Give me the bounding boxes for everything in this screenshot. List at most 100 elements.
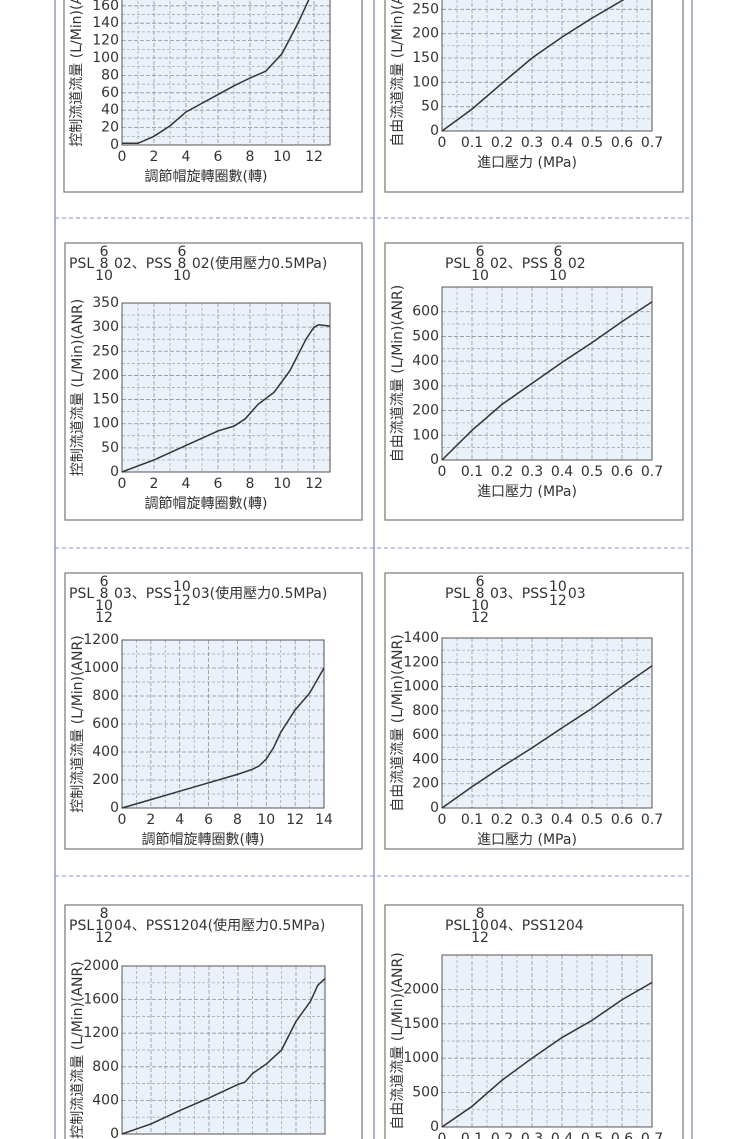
chart: 0 0.1 0.2 0.3 0.4 0.5 0.6 0.7 0 50 100 150 200 250 進口壓… xyxy=(384,0,684,193)
plot-border xyxy=(121,639,325,809)
y-tick-label: 600 xyxy=(92,716,119,732)
x-tick-label: 4 xyxy=(182,149,191,165)
title-stack-digit: 12 xyxy=(95,610,113,626)
y-tick-label: 400 xyxy=(412,751,439,767)
y-tick-label: 0 xyxy=(430,800,439,816)
title-stack-digit: 8 xyxy=(553,256,562,272)
y-tick-label: 60 xyxy=(101,85,119,101)
title-stack-digit: 10 xyxy=(549,579,567,595)
y-tick-label: 800 xyxy=(412,703,439,719)
x-tick-label: 0 xyxy=(118,812,127,828)
x-tick-label: 0.3 xyxy=(521,1131,543,1139)
y-tick-label: 120 xyxy=(92,33,119,49)
y-axis-label: 自由流道流量 (L/Min)(ANR) xyxy=(390,285,406,462)
x-tick-label: 2 xyxy=(150,149,159,165)
x-tick-label: 6 xyxy=(204,812,213,828)
title-stack-digit: 8 xyxy=(476,256,485,272)
y-tick-label: 0 xyxy=(430,1119,439,1135)
x-tick-label: 0.3 xyxy=(521,812,543,828)
y-tick-label: 500 xyxy=(412,1085,439,1101)
chart: 0 2 4 6 8 10 12 14020040060080010001200調節帽旋轉圈數(… xyxy=(64,572,363,850)
curve xyxy=(441,981,653,1128)
plot-border xyxy=(121,302,331,473)
x-tick-label: 8 xyxy=(233,812,242,828)
y-tick-label: 300 xyxy=(92,319,119,335)
x-tick-label: 0.6 xyxy=(611,812,633,828)
x-axis-label: 調節帽旋轉圈數(轉) xyxy=(142,831,265,848)
plot-border xyxy=(121,0,331,146)
title-stack-digit: 12 xyxy=(549,593,567,609)
y-tick-label: 0 xyxy=(430,123,439,139)
y-tick-label: 1600 xyxy=(83,992,119,1008)
x-tick-label: 0.1 xyxy=(461,464,483,480)
title-stack-digit: 10 xyxy=(549,268,567,284)
x-tick-label: 0.5 xyxy=(581,812,603,828)
title-stack-digit: 8 xyxy=(100,906,109,922)
chart-title: PSL xyxy=(445,918,470,934)
title-stack-digit: 8 xyxy=(476,586,485,602)
x-tick-label: 0.4 xyxy=(551,135,573,151)
y-tick-label: 100 xyxy=(412,427,439,443)
y-tick-label: 1000 xyxy=(403,1050,439,1066)
title-stack-digit: 6 xyxy=(553,244,562,260)
curve xyxy=(441,0,625,132)
y-tick-label: 250 xyxy=(412,1,439,17)
x-tick-label: 0.7 xyxy=(641,464,663,480)
y-tick-label: 200 xyxy=(412,26,439,42)
x-tick-label: 0.2 xyxy=(491,135,513,151)
title-stack-digit: 6 xyxy=(100,244,109,260)
x-tick-label: 8 xyxy=(246,476,255,492)
curve xyxy=(122,0,310,145)
plot-area xyxy=(122,303,330,472)
chart-title: 04、PSS1204(使用壓力0.5MPa) xyxy=(114,917,325,934)
x-tick-label: 0 xyxy=(118,476,127,492)
x-tick-label: 10 xyxy=(273,476,291,492)
x-tick-label: 4 xyxy=(182,476,191,492)
x-axis-label: 調節帽旋轉圈數(轉) xyxy=(145,495,268,512)
x-tick-label: 0.7 xyxy=(641,135,663,151)
chart-title: 02、PSS xyxy=(490,256,548,272)
chart: 0 0.1 0.2 0.3 0.4 0.5 0.6 0.7010020030040050060… xyxy=(384,242,684,521)
y-tick-label: 400 xyxy=(92,744,119,760)
title-stack-digit: 6 xyxy=(476,574,485,590)
x-axis-label: 進口壓力 (MPa) xyxy=(477,484,577,500)
chart-title: 02 xyxy=(568,256,586,272)
x-tick-label: 0.4 xyxy=(551,464,573,480)
y-tick-label: 0 xyxy=(110,1126,119,1139)
chart-title: 03(使用壓力0.5MPa) xyxy=(192,585,327,602)
y-tick-label: 200 xyxy=(92,772,119,788)
y-tick-label: 200 xyxy=(92,367,119,383)
y-tick-label: 600 xyxy=(412,304,439,320)
chart-title: PSL xyxy=(445,256,470,272)
title-stack-digit: 10 xyxy=(173,579,191,595)
y-tick-label: 200 xyxy=(412,403,439,419)
y-axis-label: 控制流道流量 (L/Min)(ANR) xyxy=(70,299,86,476)
x-tick-label: 0.1 xyxy=(461,1131,483,1139)
x-tick-label: 0.6 xyxy=(611,135,633,151)
y-tick-label: 160 xyxy=(92,0,119,14)
y-tick-label: 400 xyxy=(412,353,439,369)
x-tick-label: 8 xyxy=(246,149,255,165)
x-tick-label: 2 xyxy=(150,476,159,492)
x-tick-label: 0.7 xyxy=(641,1131,663,1139)
y-tick-label: 50 xyxy=(421,99,439,115)
x-tick-label: 0 xyxy=(438,812,447,828)
x-tick-label: 4 xyxy=(175,812,184,828)
plot-border xyxy=(441,0,653,132)
y-axis-label: 自由流道流量 (L/Min)(ANR) xyxy=(390,634,406,811)
title-stack-digit: 12 xyxy=(95,930,113,946)
x-tick-label: 0.2 xyxy=(491,1131,513,1139)
y-tick-label: 1500 xyxy=(403,1016,439,1032)
x-tick-label: 0.3 xyxy=(521,135,543,151)
x-tick-label: 0.5 xyxy=(581,464,603,480)
title-stack-digit: 6 xyxy=(100,574,109,590)
y-tick-label: 100 xyxy=(412,74,439,90)
title-stack-digit: 10 xyxy=(95,598,113,614)
y-tick-label: 0 xyxy=(430,452,439,468)
y-tick-label: 150 xyxy=(412,50,439,66)
curve xyxy=(121,323,331,473)
title-stack-digit: 10 xyxy=(95,268,113,284)
title-stack-digit: 12 xyxy=(471,930,489,946)
x-tick-label: 0.1 xyxy=(461,135,483,151)
